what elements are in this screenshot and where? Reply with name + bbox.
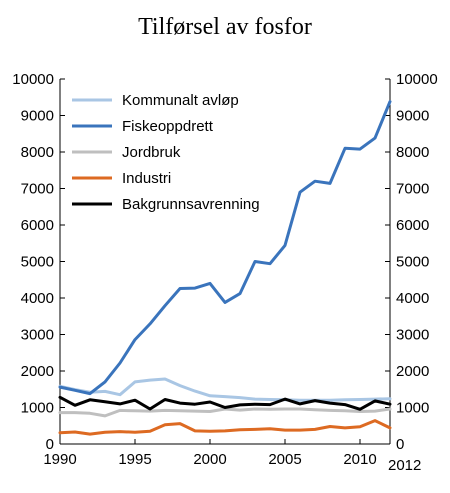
series-line-bakgrunnsavrenning <box>58 395 392 411</box>
y-tick-label-left: 2000 <box>21 363 54 380</box>
legend-label: Jordbruk <box>122 144 181 161</box>
y-tick-label-left: 9000 <box>21 108 54 125</box>
x-tick-label: 1990 <box>43 451 76 468</box>
y-tick-label-right: 0 <box>396 436 404 453</box>
axes: 0 0 1000 1000 2000 2000 3000 3000 4000 4000 5000 50… <box>12 71 437 474</box>
series-line-industri <box>58 419 392 436</box>
x-tick-label: 2000 <box>193 451 226 468</box>
series-line-fiskeoppdrett <box>58 100 392 396</box>
y-tick-label-right: 4000 <box>396 290 429 307</box>
y-tick-label-right: 2000 <box>396 363 429 380</box>
y-tick-label-right: 9000 <box>396 108 429 125</box>
legend-label: Industri <box>122 170 171 187</box>
x-tick-label: 2012 <box>388 457 421 474</box>
x-tick-label: 2010 <box>343 451 376 468</box>
y-tick-label-left: 0 <box>46 436 54 453</box>
y-tick-label-left: 5000 <box>21 254 54 271</box>
y-tick-label-right: 5000 <box>396 254 429 271</box>
y-tick-label-left: 10000 <box>12 71 54 88</box>
y-tick-label-right: 7000 <box>396 181 429 198</box>
series-line-jordbruk <box>58 407 392 418</box>
x-tick-label: 2005 <box>268 451 301 468</box>
legend: Kommunalt avløp Fiskeoppdrett Jordbruk Indu… <box>72 92 260 213</box>
y-tick-label-right: 10000 <box>396 71 438 88</box>
y-tick-label-right: 1000 <box>396 400 429 417</box>
chart-title: Tilførsel av fosfor <box>138 14 312 40</box>
y-tick-label-left: 4000 <box>21 290 54 307</box>
y-tick-label-left: 7000 <box>21 181 54 198</box>
y-tick-label-left: 1000 <box>21 400 54 417</box>
legend-label: Fiskeoppdrett <box>122 118 214 135</box>
x-tick-label: 1995 <box>118 451 151 468</box>
legend-label: Kommunalt avløp <box>122 92 239 109</box>
y-tick-label-right: 6000 <box>396 217 429 234</box>
y-tick-label-left: 6000 <box>21 217 54 234</box>
y-tick-label-left: 3000 <box>21 327 54 344</box>
y-tick-label-left: 8000 <box>21 144 54 161</box>
series-line-kommunalt-avl-p <box>58 377 392 402</box>
y-tick-label-right: 3000 <box>396 327 429 344</box>
y-tick-label-right: 8000 <box>396 144 429 161</box>
legend-label: Bakgrunnsavrenning <box>122 196 260 213</box>
series-layer <box>58 100 392 436</box>
